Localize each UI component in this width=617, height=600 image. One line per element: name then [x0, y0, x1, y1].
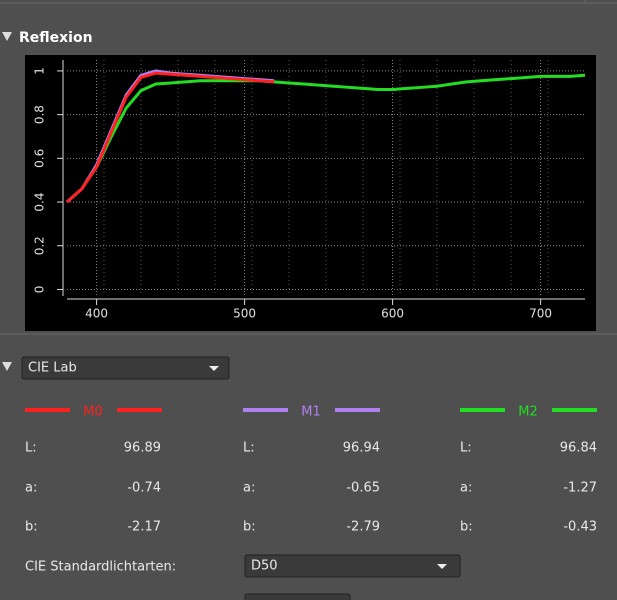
y-tick-label: 0.2: [33, 236, 47, 255]
dropdown-arrow: [437, 564, 447, 569]
y-tick-label: 0.4: [33, 192, 47, 211]
lab-value: 96.94: [343, 441, 380, 456]
lab-label: L:: [25, 441, 37, 456]
lab-value: -0.43: [563, 520, 597, 535]
x-tick-label: 500: [233, 307, 256, 321]
lab-label: a:: [460, 481, 472, 496]
lab-value: -2.79: [346, 520, 380, 535]
x-tick-label: 600: [381, 307, 404, 321]
lab-label: L:: [460, 441, 472, 456]
lab-label: L:: [243, 441, 255, 456]
collapse-arrow[interactable]: [2, 362, 12, 371]
x-tick-label: 400: [85, 307, 108, 321]
series-line: [66, 71, 275, 204]
x-tick-label: 700: [529, 307, 552, 321]
legend: M0 M1 M2: [25, 405, 597, 420]
lab-label: b:: [243, 520, 256, 535]
lab-label: a:: [243, 481, 255, 496]
color-space-dropdown[interactable]: [21, 356, 230, 380]
legend-label: M0: [83, 405, 103, 420]
illuminant-dropdown[interactable]: [244, 554, 461, 578]
series-line: [66, 73, 586, 204]
dropdown-value: CIE Lab: [28, 361, 77, 376]
y-tick-label: 0: [33, 286, 47, 294]
collapse-arrow[interactable]: [2, 32, 12, 41]
lab-label: b:: [25, 520, 38, 535]
illuminant-label: CIE Standardlichtarten:: [25, 560, 176, 575]
y-tick-label: 0.8: [33, 105, 47, 124]
legend-label: M2: [518, 405, 538, 420]
chart: 0 0.2 0.4 0.6 0.8 1 400 500 600 700: [33, 60, 586, 321]
section-title: Reflexion: [19, 30, 93, 46]
lab-values: L: 96.89 a: -0.74 b: -2.17 L: 96.94 a: -0.65 b: -2.…: [25, 441, 597, 535]
lab-label: a:: [25, 481, 37, 496]
lab-value: -0.74: [127, 481, 161, 496]
lab-value: -0.65: [346, 481, 380, 496]
y-tick-label: 1: [33, 67, 47, 75]
button[interactable]: [244, 593, 351, 600]
dropdown-arrow: [209, 366, 219, 371]
legend-label: M1: [301, 405, 321, 420]
lab-value: -1.27: [563, 481, 597, 496]
chart-panel: [25, 55, 596, 331]
lab-value: -2.17: [127, 520, 161, 535]
lab-label: b:: [460, 520, 473, 535]
y-tick-label: 0.6: [33, 149, 47, 168]
lab-value: 96.84: [560, 441, 597, 456]
dropdown-value: D50: [251, 559, 278, 574]
lab-value: 96.89: [124, 441, 161, 456]
